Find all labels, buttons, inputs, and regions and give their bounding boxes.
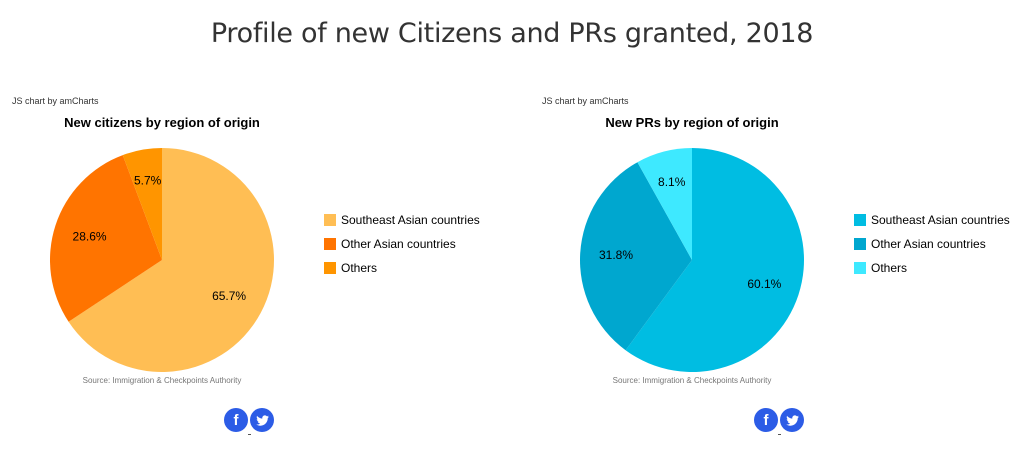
legend-label: Others [341, 261, 378, 275]
pie-slice[interactable] [637, 148, 692, 260]
slice-value-label: 28.6% [73, 229, 107, 243]
legend-item[interactable]: Southeast Asian countries [324, 208, 480, 232]
legend-label: Southeast Asian countries [341, 213, 480, 227]
amcharts-credit[interactable]: JS chart by amCharts [12, 96, 99, 106]
facebook-icon: f [763, 411, 769, 429]
prs-pie-chart: 60.1% 31.8% 8.1% [580, 148, 804, 372]
legend-label: Other Asian countries [341, 237, 456, 251]
twitter-share-button[interactable] [780, 408, 804, 432]
page-title: Profile of new Citizens and PRs granted,… [210, 18, 814, 49]
legend-item[interactable]: Southeast Asian countries [854, 208, 1010, 232]
legend-swatch [854, 214, 866, 226]
twitter-icon [255, 414, 269, 426]
facebook-icon: f [233, 411, 239, 429]
twitter-icon [785, 414, 799, 426]
citizens-chart-panel: JS chart by amCharts New citizens by reg… [0, 90, 500, 445]
slice-value-label: 8.1% [658, 175, 686, 189]
facebook-share-button[interactable]: f [754, 408, 778, 432]
legend-swatch [324, 238, 336, 250]
chart-source: Source: Immigration & Checkpoints Author… [612, 376, 772, 385]
pie-slice[interactable] [68, 148, 274, 372]
legend-item[interactable]: Others [324, 256, 480, 280]
legend-label: Others [871, 261, 908, 275]
chart-legend: Southeast Asian countries Other Asian co… [854, 208, 1010, 280]
legend-label: Southeast Asian countries [871, 213, 1010, 227]
legend-swatch [854, 238, 866, 250]
chart-title: New PRs by region of origin [605, 115, 779, 130]
slice-value-label: 65.7% [212, 289, 246, 303]
pie-slice[interactable] [580, 162, 692, 351]
legend-swatch [854, 262, 866, 274]
pie-slice[interactable] [122, 148, 162, 260]
legend-label: Other Asian countries [871, 237, 986, 251]
chart-source: Source: Immigration & Checkpoints Author… [82, 376, 242, 385]
chart-title: New citizens by region of origin [64, 115, 260, 130]
legend-swatch [324, 262, 336, 274]
legend-swatch [324, 214, 336, 226]
prs-chart-panel: JS chart by amCharts New PRs by region o… [530, 90, 1024, 445]
legend-item[interactable]: Other Asian countries [854, 232, 1010, 256]
pie-slice[interactable] [50, 155, 162, 322]
facebook-share-button[interactable]: f [224, 408, 248, 432]
slice-value-label: 60.1% [747, 277, 781, 291]
share-buttons: f [754, 408, 804, 435]
slice-value-label: 31.8% [599, 248, 633, 262]
legend-item[interactable]: Others [854, 256, 1010, 280]
share-buttons: f [224, 408, 274, 435]
share-divider [248, 434, 251, 435]
share-divider [778, 434, 781, 435]
slice-value-label: 5.7% [134, 174, 162, 188]
citizens-pie-chart: 65.7% 28.6% 5.7% [50, 148, 274, 372]
legend-item[interactable]: Other Asian countries [324, 232, 480, 256]
pie-slice[interactable] [625, 148, 804, 372]
twitter-share-button[interactable] [250, 408, 274, 432]
chart-legend: Southeast Asian countries Other Asian co… [324, 208, 480, 280]
amcharts-credit[interactable]: JS chart by amCharts [542, 96, 629, 106]
